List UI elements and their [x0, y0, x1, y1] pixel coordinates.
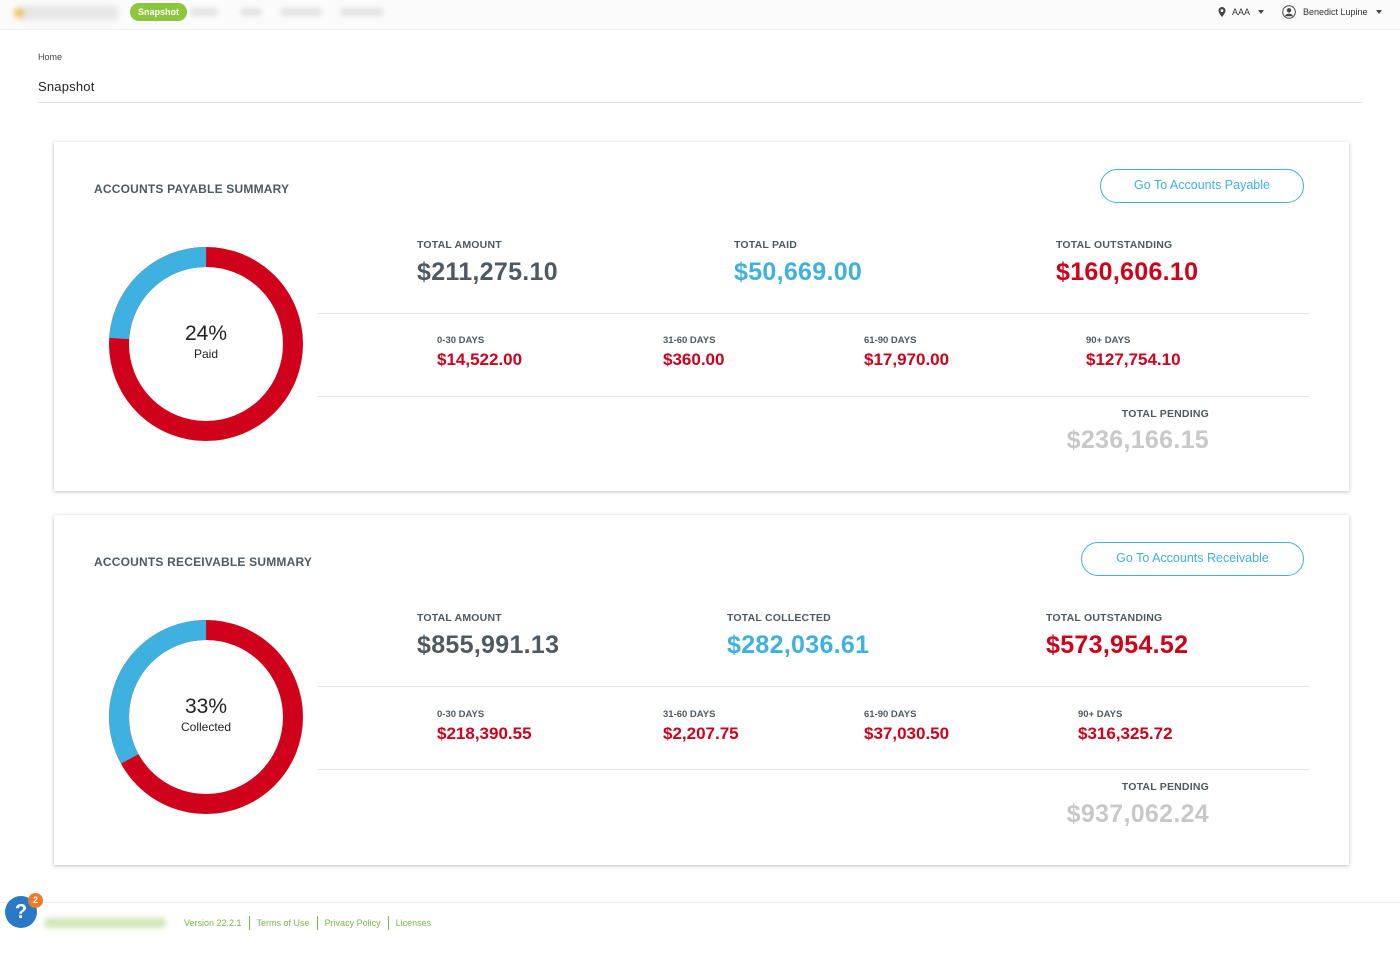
total-pending-value: $937,062.24	[1066, 800, 1209, 828]
nav-tab-blurred-1[interactable]	[190, 8, 218, 16]
aging-31-60-label: 31-60 DAYS	[663, 709, 716, 720]
user-menu[interactable]: Benedict Lupine	[1282, 4, 1382, 20]
divider	[318, 313, 1309, 314]
aging-0-30-value: $218,390.55	[437, 724, 532, 743]
total-paid-value: $50,669.00	[734, 258, 863, 286]
donut-percent: 24%	[184, 322, 228, 345]
aging-0-30-label: 0-30 DAYS	[437, 709, 485, 720]
location-label: AAA	[1232, 7, 1251, 17]
aging-90-plus-label: 90+ DAYS	[1078, 709, 1123, 720]
collected-donut-chart	[108, 620, 303, 814]
divider	[318, 686, 1309, 687]
total-amount-label: TOTAL AMOUNT	[417, 612, 502, 624]
total-paid-label: TOTAL PAID	[734, 239, 798, 251]
total-outstanding-label: TOTAL OUTSTANDING	[1056, 239, 1173, 251]
aging-61-90-label: 61-90 DAYS	[864, 709, 917, 720]
notification-badge: 2	[28, 893, 43, 908]
aging-31-60-value: $360.00	[663, 350, 725, 369]
total-collected-value: $282,036.61	[727, 631, 870, 659]
user-name: Benedict Lupine	[1303, 7, 1368, 17]
accounts-payable-card: ACCOUNTS PAYABLE SUMMARY Go To Accounts …	[54, 142, 1349, 491]
top-navigation-bar: Snapshot AAA Benedict Lupine	[0, 0, 1400, 30]
app-logo[interactable]	[14, 6, 118, 20]
total-outstanding-value: $160,606.10	[1056, 258, 1199, 286]
footer-links: Version 22.2.1 Terms of Use Privacy Poli…	[184, 916, 438, 930]
total-outstanding-value: $573,954.52	[1046, 631, 1189, 659]
go-to-accounts-payable-button[interactable]: Go To Accounts Payable	[1100, 169, 1304, 203]
aging-90-plus-value: $316,325.72	[1078, 724, 1173, 743]
donut-percent-label: Collected	[180, 720, 232, 734]
total-pending-label: TOTAL PENDING	[1121, 408, 1209, 420]
aging-31-60-value: $2,207.75	[663, 724, 739, 743]
divider	[318, 396, 1309, 397]
breadcrumb-home[interactable]: Home	[38, 52, 63, 62]
user-avatar-icon	[1282, 5, 1296, 19]
aging-0-30-label: 0-30 DAYS	[437, 335, 485, 346]
nav-tab-snapshot[interactable]: Snapshot	[130, 3, 188, 21]
nav-tab-blurred-3[interactable]	[280, 8, 322, 16]
aging-90-plus-label: 90+ DAYS	[1086, 335, 1131, 346]
privacy-policy-link[interactable]: Privacy Policy	[316, 916, 388, 930]
card-heading: ACCOUNTS PAYABLE SUMMARY	[94, 182, 290, 196]
total-amount-label: TOTAL AMOUNT	[417, 239, 502, 251]
map-pin-icon	[1218, 7, 1226, 17]
chevron-down-icon	[1375, 10, 1382, 14]
donut-paid-arc	[109, 247, 303, 441]
chevron-down-icon	[1258, 10, 1265, 14]
card-heading: ACCOUNTS RECEIVABLE SUMMARY	[94, 555, 313, 569]
total-outstanding-label: TOTAL OUTSTANDING	[1046, 612, 1163, 624]
question-mark-icon: ?	[14, 901, 28, 923]
total-pending-label: TOTAL PENDING	[1121, 781, 1209, 793]
terms-of-use-link[interactable]: Terms of Use	[248, 916, 317, 930]
divider	[38, 102, 1362, 103]
go-to-accounts-receivable-button[interactable]: Go To Accounts Receivable	[1081, 542, 1304, 576]
version-label: Version 22.2.1	[184, 918, 242, 928]
total-pending-value: $236,166.15	[1066, 426, 1209, 454]
footer-divider	[0, 902, 1400, 903]
location-selector[interactable]: AAA	[1218, 5, 1265, 19]
aging-61-90-label: 61-90 DAYS	[864, 335, 917, 346]
accounts-receivable-card: ACCOUNTS RECEIVABLE SUMMARY Go To Accoun…	[54, 515, 1349, 865]
licenses-link[interactable]: Licenses	[387, 916, 439, 930]
aging-90-plus-value: $127,754.10	[1086, 350, 1181, 369]
aging-61-90-value: $37,030.50	[864, 724, 950, 743]
page-title: Snapshot	[38, 79, 95, 94]
donut-percent: 33%	[184, 695, 228, 718]
divider	[318, 769, 1309, 770]
help-button[interactable]: ?	[5, 896, 37, 928]
total-amount-value: $211,275.10	[417, 258, 558, 286]
donut-percent-label: Paid	[193, 347, 219, 361]
total-collected-label: TOTAL COLLECTED	[727, 612, 831, 624]
aging-0-30-value: $14,522.00	[437, 350, 523, 369]
aging-61-90-value: $17,970.00	[864, 350, 950, 369]
nav-tab-blurred-4[interactable]	[340, 8, 384, 16]
nav-tab-blurred-2[interactable]	[240, 8, 262, 16]
total-amount-value: $855,991.13	[417, 631, 560, 659]
paid-donut-chart	[109, 247, 303, 441]
footer-copyright	[44, 918, 166, 928]
aging-31-60-label: 31-60 DAYS	[663, 335, 716, 346]
